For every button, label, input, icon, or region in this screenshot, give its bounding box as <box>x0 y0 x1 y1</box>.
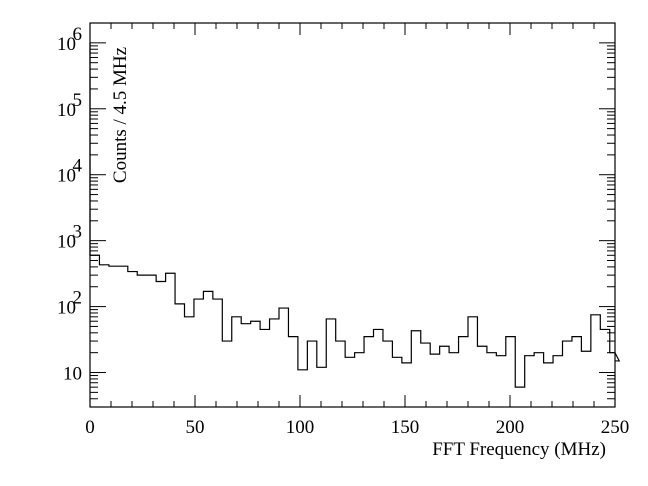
y-tick-exponent: 3 <box>73 222 83 243</box>
y-tick-exponent: 2 <box>73 288 83 309</box>
x-tick-labels: 0 50 100 150 200 250 <box>85 417 629 438</box>
histogram-series <box>89 42 621 388</box>
plot-frame <box>89 22 616 408</box>
x-tick-label: 100 <box>286 417 315 438</box>
y-tick-exponent: 4 <box>73 156 83 177</box>
x-tick-label: 0 <box>85 417 95 438</box>
x-tick-label: 150 <box>391 417 420 438</box>
y-tick-label: 10 <box>57 34 76 55</box>
y-tick-label: 10 <box>57 100 76 121</box>
x-tick-label: 250 <box>601 417 630 438</box>
y-tick-exponent: 6 <box>73 24 83 45</box>
y-tick-label: 10 <box>57 166 76 187</box>
x-axis-title: FFT Frequency (MHz) <box>432 439 606 460</box>
x-tick-label: 200 <box>496 417 525 438</box>
y-tick-label: 10 <box>57 298 76 319</box>
y-axis-title: Counts / 4.5 MHz <box>110 47 131 183</box>
x-tick-label: 50 <box>186 417 205 438</box>
y-tick-label: 10 <box>63 364 82 385</box>
minor-ticks <box>90 22 615 408</box>
major-ticks <box>89 23 616 407</box>
y-tick-label: 10 <box>57 232 76 253</box>
y-tick-exponent: 5 <box>73 90 83 111</box>
